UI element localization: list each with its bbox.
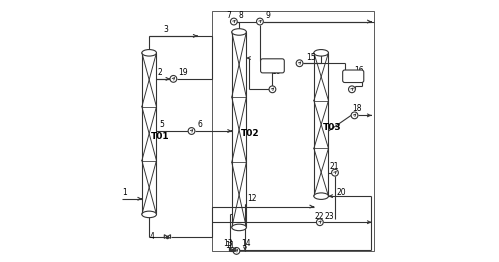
Circle shape: [332, 169, 338, 176]
Circle shape: [316, 219, 323, 226]
Ellipse shape: [142, 50, 157, 56]
Text: 16: 16: [354, 66, 364, 75]
Text: 23: 23: [324, 212, 334, 221]
Text: 19: 19: [178, 68, 188, 77]
Text: 11: 11: [225, 241, 235, 250]
Circle shape: [231, 18, 237, 25]
FancyBboxPatch shape: [343, 70, 364, 83]
Ellipse shape: [314, 193, 328, 199]
Ellipse shape: [142, 211, 157, 218]
Text: 22: 22: [315, 212, 324, 221]
Bar: [232, 32, 247, 227]
Text: 10: 10: [271, 67, 281, 76]
Ellipse shape: [314, 50, 328, 56]
Circle shape: [296, 60, 303, 67]
Circle shape: [256, 18, 263, 25]
Text: T03: T03: [323, 123, 342, 132]
Text: 17: 17: [353, 77, 363, 85]
Text: 7: 7: [227, 11, 232, 20]
Text: 8: 8: [238, 11, 243, 20]
Ellipse shape: [232, 29, 247, 35]
Text: 6: 6: [198, 121, 203, 129]
Text: 2: 2: [157, 68, 162, 77]
Text: 15: 15: [306, 53, 316, 62]
Text: 1: 1: [123, 188, 127, 198]
Bar: [212, 11, 374, 251]
Bar: [142, 53, 157, 214]
Circle shape: [170, 75, 177, 82]
Text: 5: 5: [159, 121, 164, 129]
Circle shape: [233, 248, 240, 254]
Ellipse shape: [232, 224, 247, 231]
Text: 18: 18: [352, 104, 361, 113]
Text: 20: 20: [336, 188, 346, 198]
Text: 3: 3: [164, 25, 168, 34]
Text: T01: T01: [151, 132, 170, 141]
FancyBboxPatch shape: [260, 59, 284, 73]
Circle shape: [188, 128, 195, 134]
Circle shape: [269, 86, 276, 93]
Circle shape: [351, 112, 358, 119]
Text: T02: T02: [241, 129, 260, 138]
Text: 4: 4: [150, 232, 155, 241]
Text: 14: 14: [241, 239, 250, 248]
Text: 9: 9: [266, 11, 271, 20]
Text: 13: 13: [223, 239, 233, 248]
Circle shape: [348, 86, 355, 93]
Text: 16: 16: [353, 76, 363, 85]
Bar: [314, 53, 328, 196]
Text: 21: 21: [329, 162, 339, 171]
Text: 12: 12: [247, 194, 256, 203]
